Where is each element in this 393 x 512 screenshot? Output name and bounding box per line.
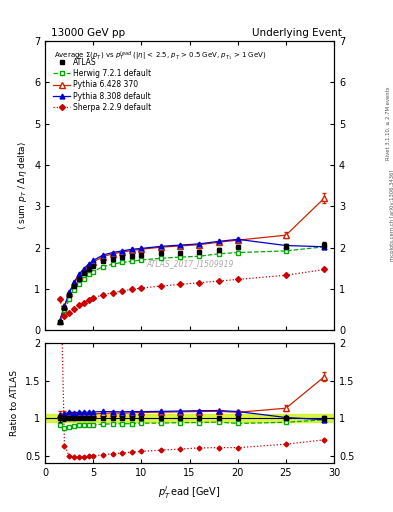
Y-axis label: Ratio to ATLAS: Ratio to ATLAS — [10, 370, 19, 436]
Legend: ATLAS, Herwig 7.2.1 default, Pythia 6.428 370, Pythia 8.308 default, Sherpa 2.2.: ATLAS, Herwig 7.2.1 default, Pythia 6.42… — [52, 56, 153, 114]
X-axis label: $p_T^l\,$ead [GeV]: $p_T^l\,$ead [GeV] — [158, 484, 221, 501]
Bar — [45, 415, 334, 422]
Text: mcplots.cern.ch [arXiv:1306.3436]: mcplots.cern.ch [arXiv:1306.3436] — [390, 169, 393, 261]
Text: ATLAS_2017_I1509919: ATLAS_2017_I1509919 — [146, 259, 233, 268]
Y-axis label: $\langle$ sum $p_T$ / $\Delta\eta$ delta$\rangle$: $\langle$ sum $p_T$ / $\Delta\eta$ delta… — [16, 141, 29, 230]
Text: Underlying Event: Underlying Event — [252, 28, 342, 38]
Text: Average $\Sigma(p_T)$ vs $p_T^{lead}$ ($|\eta|$ < 2.5, $p_T$ > 0.5 GeV, $p_{T_1}: Average $\Sigma(p_T)$ vs $p_T^{lead}$ ($… — [54, 50, 266, 63]
Text: Rivet 3.1.10, ≥ 2.7M events: Rivet 3.1.10, ≥ 2.7M events — [386, 86, 391, 160]
Text: 13000 GeV pp: 13000 GeV pp — [51, 28, 125, 38]
